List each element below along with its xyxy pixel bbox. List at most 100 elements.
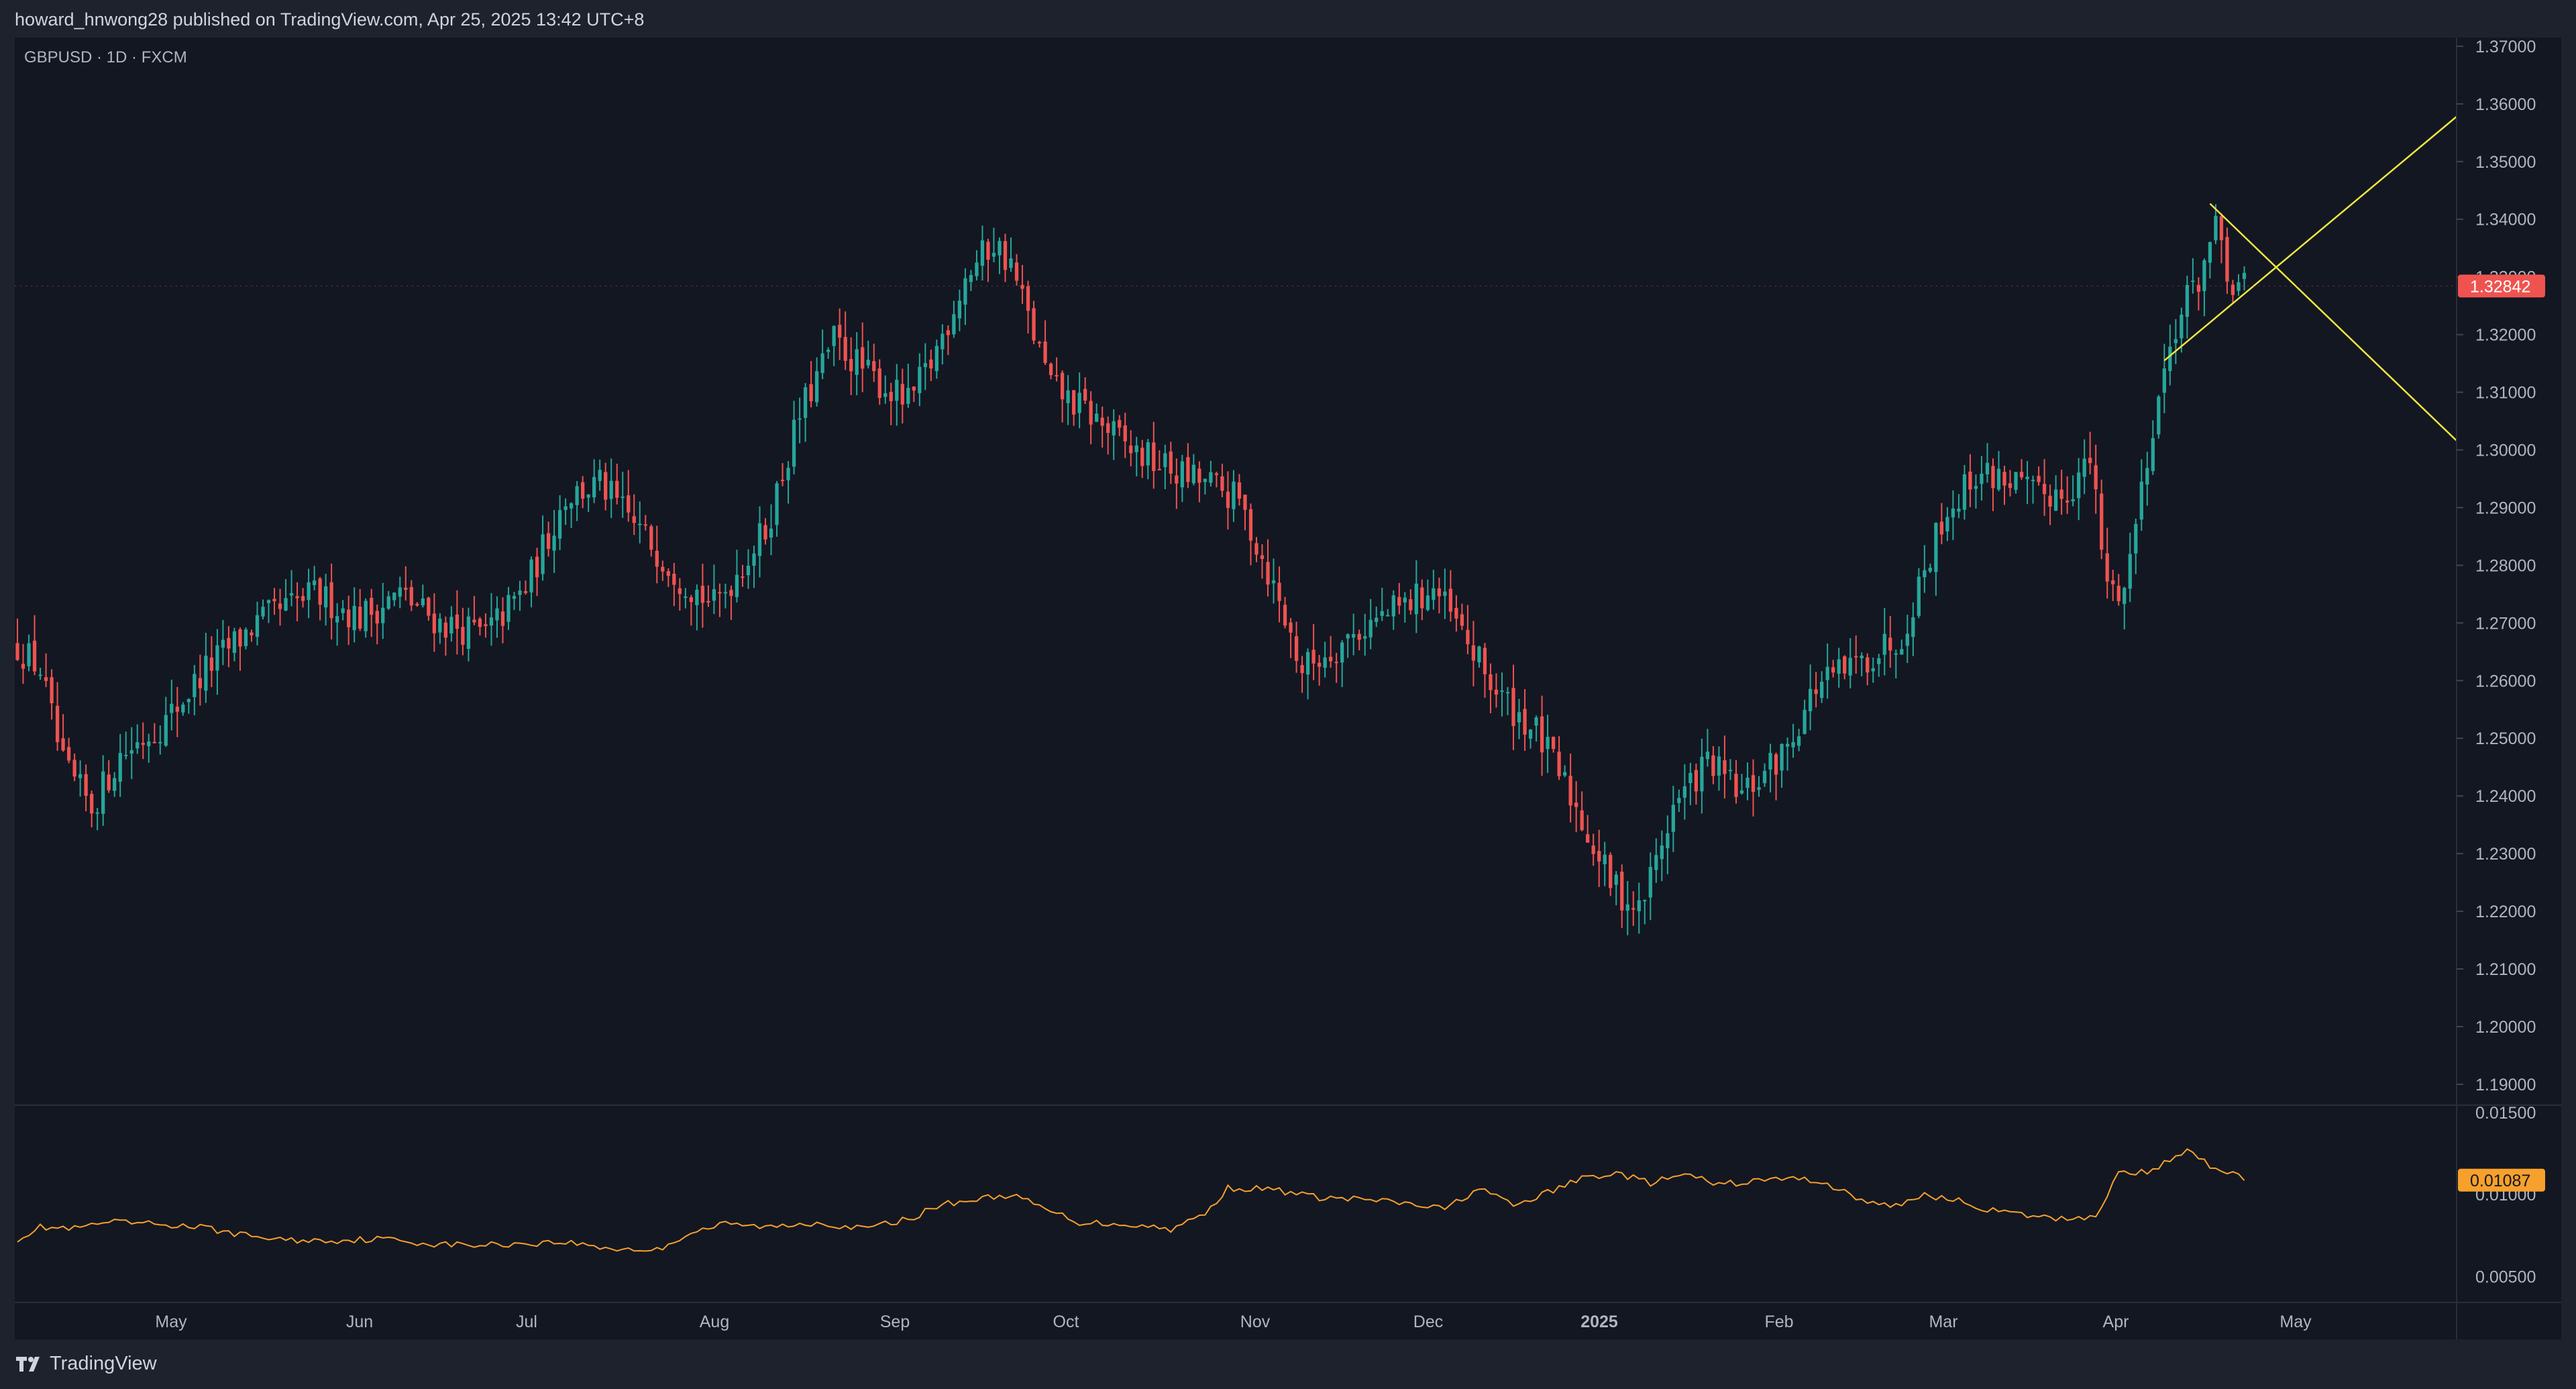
candle-body	[1466, 629, 1470, 645]
candle-body	[1643, 900, 1647, 902]
candle-body	[495, 608, 499, 621]
candle-body	[700, 585, 705, 603]
candle-body	[1757, 787, 1761, 790]
candle-body	[2088, 458, 2092, 464]
candle-body	[209, 657, 214, 671]
indicator-pane	[17, 1148, 2245, 1252]
candle-body	[101, 771, 105, 814]
candle-body	[564, 506, 568, 511]
publisher-text: howard_hnwong28 published on TradingView…	[15, 9, 645, 30]
candle-body	[792, 419, 796, 467]
last-price-label: 1.32842	[2470, 277, 2530, 296]
trendline-support[interactable]	[2163, 115, 2457, 362]
candle-body	[643, 524, 647, 526]
candle-body	[1682, 786, 1686, 798]
candle-body	[706, 601, 710, 603]
candle-body	[1746, 777, 1750, 788]
candle-body	[2002, 472, 2006, 486]
indicator-tick-label: 0.00500	[2475, 1268, 2536, 1286]
candle-body	[198, 678, 203, 688]
candle-body	[347, 609, 351, 627]
candle-body	[1003, 241, 1008, 270]
candle-body	[1363, 636, 1367, 639]
trendline-resistance[interactable]	[2209, 203, 2457, 442]
candle-body	[746, 566, 751, 576]
candle-body	[883, 393, 888, 397]
candle-body	[1186, 457, 1190, 482]
footer-bar: TradingView	[0, 1339, 2576, 1389]
candle-body	[1540, 716, 1544, 753]
y-tick-label: 1.29000	[2475, 499, 2536, 517]
candle-body	[1819, 682, 1824, 699]
candle-body	[632, 516, 636, 523]
candle-body	[695, 589, 699, 605]
candle-body	[1934, 523, 1938, 572]
candle-body	[2059, 489, 2063, 499]
candle-body	[489, 617, 494, 626]
candle-body	[375, 611, 379, 624]
candle-body	[466, 616, 471, 649]
candle-body	[661, 566, 665, 572]
candle-body	[2128, 554, 2132, 589]
candle-body	[1483, 648, 1487, 674]
candle-body	[923, 363, 927, 368]
candle-body	[1397, 597, 1401, 606]
candle-body	[1243, 495, 1247, 510]
candle-body	[1717, 756, 1721, 776]
candle-body	[1968, 471, 1972, 490]
candle-body	[266, 600, 271, 603]
candle-body	[1129, 446, 1133, 454]
candle-body	[84, 774, 88, 796]
candle-body	[1426, 595, 1430, 610]
candle-body	[2082, 458, 2086, 477]
candle-body	[1928, 568, 1932, 572]
candle-body	[295, 596, 299, 599]
candle-body	[1780, 743, 1784, 771]
candle-body	[1625, 904, 1629, 911]
candle-body	[1409, 599, 1413, 611]
candle-body	[1785, 743, 1790, 747]
candle-body	[1197, 468, 1201, 483]
candle-body	[2174, 339, 2178, 344]
y-tick-label: 1.32000	[2475, 326, 2536, 345]
candle-body	[1043, 341, 1047, 363]
x-tick-label: Sep	[880, 1313, 910, 1331]
candle-body	[2202, 260, 2206, 291]
candle-body	[118, 753, 122, 782]
trendline-drawings[interactable]	[2163, 115, 2457, 442]
candle-body	[775, 483, 779, 525]
candle-body	[472, 619, 476, 623]
candle-body	[1923, 570, 1927, 578]
candle-body	[404, 587, 408, 590]
candle-body	[1866, 657, 1870, 673]
candle-body	[735, 574, 739, 597]
candle-body	[500, 611, 505, 626]
candle-body	[598, 470, 602, 481]
candle-body	[877, 368, 881, 399]
candle-body	[957, 301, 962, 319]
candle-body	[1871, 668, 1875, 672]
tradingview-logo[interactable]: TradingView	[15, 1353, 157, 1375]
candle-body	[986, 242, 990, 260]
candle-body	[1700, 756, 1704, 792]
x-tick-label: Dec	[1413, 1313, 1443, 1331]
price-axes[interactable]: 1.370001.360001.350001.340001.330001.320…	[155, 38, 2536, 1339]
candle-body	[689, 597, 693, 603]
candle-body	[1317, 662, 1322, 667]
candle-body	[780, 479, 785, 481]
candle-body	[370, 597, 374, 615]
candle-body	[232, 631, 237, 653]
candle-body	[141, 743, 145, 745]
candle-body	[1580, 810, 1584, 831]
candle-body	[1340, 642, 1344, 663]
candle-body	[814, 371, 819, 403]
candle-body	[1380, 611, 1384, 616]
chart-container[interactable]: 1.370001.360001.350001.340001.330001.320…	[15, 38, 2561, 1339]
candle-body	[1825, 666, 1829, 680]
candle-body	[221, 639, 225, 648]
candle-body	[529, 559, 533, 593]
candle-body	[386, 596, 390, 609]
candle-body	[358, 607, 362, 629]
candle-body	[1768, 753, 1772, 770]
chart-svg[interactable]: 1.370001.360001.350001.340001.330001.320…	[15, 38, 2561, 1339]
